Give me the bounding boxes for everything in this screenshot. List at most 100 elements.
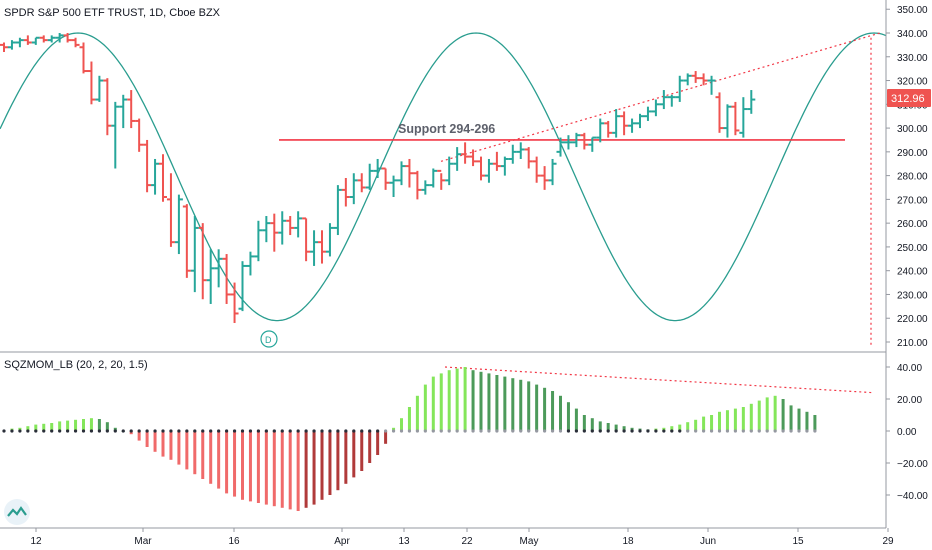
- squeeze-dot: [694, 429, 698, 433]
- momentum-bar: [225, 431, 229, 494]
- squeeze-dot: [447, 429, 451, 433]
- cycle-marker[interactable]: D: [260, 330, 278, 348]
- price-tick-label: 210.00: [897, 338, 928, 349]
- price-tick-label: 220.00: [897, 314, 928, 325]
- ohlc-bar: [469, 149, 478, 167]
- squeeze-dot: [399, 429, 404, 433]
- momentum-bar: [18, 427, 22, 431]
- momentum-bar: [217, 431, 221, 489]
- momentum-bar: [805, 411, 809, 431]
- squeeze-dot: [304, 429, 308, 433]
- time-tick-label: 16: [228, 536, 240, 547]
- momentum-bar: [352, 431, 356, 478]
- momentum-bar: [233, 431, 237, 497]
- momentum-tick-label: 0.00: [897, 427, 917, 438]
- momentum-bar: [296, 431, 300, 511]
- momentum-bar: [344, 431, 348, 484]
- ohlc-bar: [572, 132, 581, 148]
- squeeze-dot: [288, 429, 292, 433]
- squeeze-dot: [519, 429, 523, 433]
- momentum-bar: [34, 424, 38, 431]
- time-tick-label: 13: [398, 536, 410, 547]
- momentum-bar: [511, 378, 515, 431]
- momentum-bar: [105, 422, 109, 431]
- squeeze-dot: [66, 429, 70, 433]
- squeeze-dot: [161, 429, 165, 433]
- momentum-bar: [718, 411, 721, 431]
- ohlc-bar: [357, 173, 366, 193]
- squeeze-dot: [614, 429, 618, 433]
- momentum-bar: [423, 384, 427, 431]
- squeeze-dot: [328, 429, 332, 433]
- momentum-bar: [471, 370, 475, 431]
- momentum-bar: [26, 426, 30, 431]
- price-tick-label: 240.00: [897, 267, 928, 278]
- squeeze-dot: [2, 429, 6, 433]
- squeeze-dot: [431, 429, 435, 433]
- momentum-pane: [2, 366, 873, 511]
- squeeze-dot: [312, 429, 316, 433]
- momentum-bar: [670, 426, 674, 431]
- ohlc-bar: [119, 94, 128, 129]
- squeeze-dot: [407, 429, 412, 433]
- squeeze-dot: [209, 429, 213, 433]
- momentum-bar: [113, 427, 117, 431]
- ohlc-bar: [15, 37, 24, 48]
- momentum-bar: [137, 431, 141, 441]
- squeeze-dot: [702, 429, 706, 433]
- squeeze-dot: [590, 429, 594, 433]
- squeeze-dot: [137, 429, 141, 433]
- momentum-bar: [42, 423, 46, 431]
- squeeze-dot: [248, 429, 253, 433]
- price-tick-label: 270.00: [897, 195, 928, 206]
- ohlc-bar: [286, 216, 295, 236]
- momentum-bar: [185, 431, 189, 470]
- price-tick-label: 300.00: [897, 124, 928, 135]
- squeeze-dot: [296, 429, 300, 433]
- time-tick-label: 12: [30, 536, 42, 547]
- squeeze-dot: [813, 429, 817, 433]
- squeeze-dot: [686, 429, 690, 433]
- squeeze-dot: [455, 429, 459, 433]
- squeeze-dot: [177, 429, 181, 433]
- momentum-bar: [97, 419, 101, 431]
- ohlc-bar: [373, 158, 382, 178]
- momentum-divergence-line: [444, 366, 873, 394]
- squeeze-dot: [232, 429, 237, 433]
- momentum-bar: [145, 431, 149, 447]
- ohlc-bar: [524, 147, 533, 169]
- momentum-bar: [527, 381, 531, 431]
- price-tick-label: 290.00: [897, 148, 928, 159]
- squeeze-dot: [511, 429, 515, 433]
- squeeze-dot: [709, 429, 714, 433]
- time-tick-label: 29: [882, 536, 894, 547]
- squeeze-dot: [749, 429, 753, 433]
- momentum-bar: [662, 427, 666, 431]
- ohlc-bar: [79, 42, 88, 74]
- ohlc-bar: [174, 194, 183, 255]
- momentum-bar: [686, 422, 690, 431]
- momentum-bar: [710, 415, 714, 431]
- ohlc-bar: [628, 118, 637, 133]
- ohlc-bar: [389, 175, 398, 198]
- squeeze-dot: [320, 429, 324, 433]
- momentum-bar: [264, 431, 268, 505]
- momentum-bar: [455, 368, 459, 431]
- squeeze-dot: [741, 429, 745, 433]
- ohlc-bar: [238, 261, 247, 312]
- ohlc-bar: [318, 230, 326, 264]
- momentum-bar: [574, 408, 578, 431]
- ohlc-bar: [453, 147, 462, 171]
- ohlc-bar: [198, 223, 207, 300]
- momentum-bar: [153, 431, 157, 452]
- squeeze-dot: [272, 429, 276, 433]
- squeeze-dot: [630, 429, 634, 433]
- momentum-bar: [797, 408, 801, 431]
- squeeze-dot: [376, 429, 380, 433]
- squeeze-dot: [145, 429, 149, 433]
- ohlc-bar: [365, 163, 374, 190]
- ohlc-bar: [723, 104, 732, 138]
- squeeze-dot: [733, 429, 738, 433]
- squeeze-dot: [423, 429, 427, 433]
- squeeze-dot: [185, 429, 189, 433]
